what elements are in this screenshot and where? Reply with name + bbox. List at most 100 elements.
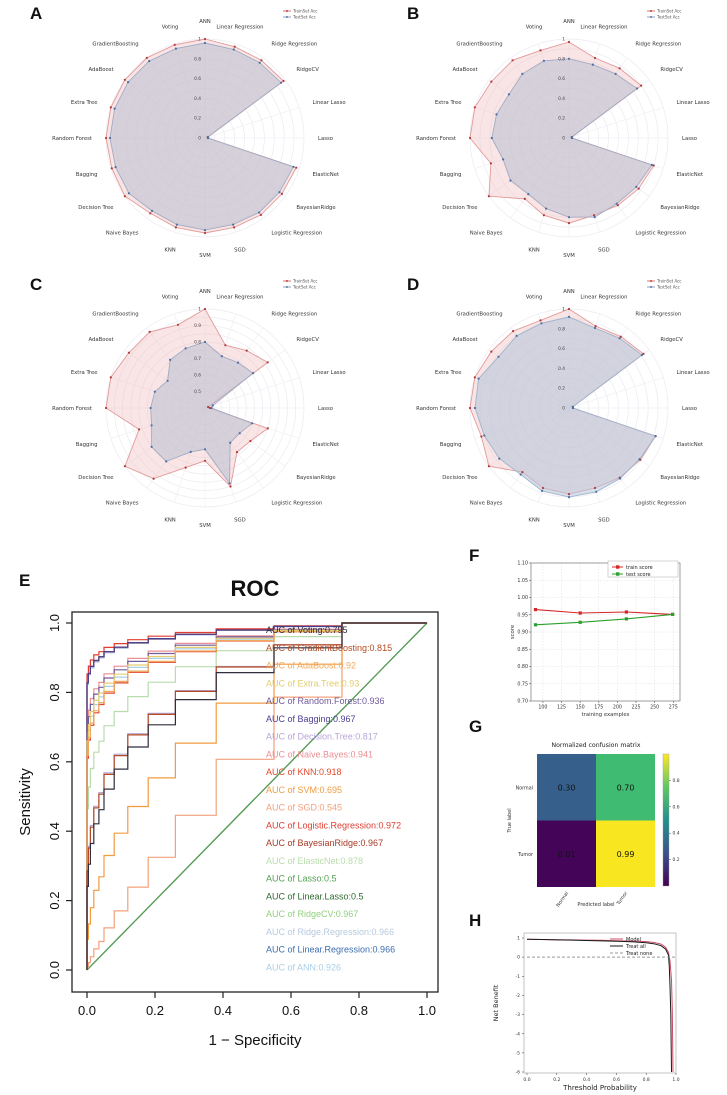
radar-tick-label: 0.4 [558, 96, 565, 102]
radar-point [127, 351, 130, 354]
g-colorbar [662, 753, 670, 887]
roc-curve [86, 622, 427, 970]
auc-label: AUC of Linear.Lasso:0.5 [266, 891, 364, 901]
f-x-tick: 250 [650, 705, 659, 711]
radar-axis-label: ElasticNet [312, 172, 339, 178]
radar-axis-label: SGD [234, 517, 246, 523]
radar-axis-label: ElasticNet [312, 442, 339, 448]
f-x-tick: 150 [576, 705, 585, 711]
radar-point [640, 353, 643, 357]
radar-point [251, 422, 254, 425]
radar-point [512, 330, 515, 333]
radar-point [539, 319, 542, 322]
h-legend-label: Treat all [625, 944, 646, 950]
radar-axis-label: GradientBoosting [456, 41, 502, 47]
f-marker [533, 608, 538, 612]
g-y-label: True label [507, 808, 513, 833]
g-cell-value: 0.99 [617, 850, 635, 859]
panel-d-radar-train-test-accuracy: 0 0.2 0.4 0.6 0.8 1 ANN Linear Regression Ridge … [416, 279, 709, 530]
h-x-label: Threshold Probability [562, 1084, 637, 1092]
radar-point [266, 361, 269, 364]
radar-axis-label: SVM [199, 523, 211, 529]
radar-point [166, 379, 169, 382]
radar-point [490, 136, 493, 140]
panel-label-h: H [469, 911, 482, 930]
panel-label-c: C [30, 275, 43, 294]
legend-label: TrainSet Acc [292, 279, 318, 284]
radar-point [203, 307, 207, 311]
auc-label: AUC of SGD:0.545 [266, 803, 342, 813]
radar-tick-label: 0.2 [558, 116, 565, 122]
roc-x-tick: 0.8 [350, 1003, 368, 1018]
legend-label: TrainSet Acc [656, 279, 682, 284]
h-x-tick: 0.2 [553, 1077, 560, 1083]
g-row-label: Normal [516, 785, 533, 791]
radar-tick-label: 0.6 [558, 346, 565, 352]
roc-curve [86, 622, 427, 970]
radar-point [619, 335, 622, 338]
radar-tick-label: 0.8 [558, 56, 565, 62]
roc-y-tick: 0.2 [47, 892, 62, 910]
radar-point [498, 457, 501, 460]
h-y-tick: 0 [517, 955, 520, 961]
auc-label: AUC of KNN:0.918 [266, 767, 342, 777]
radar-point [109, 376, 112, 379]
radar-point [635, 185, 638, 188]
radar-point [542, 214, 545, 217]
radar-axis-label: Extra Tree [71, 100, 98, 106]
radar-tick-label: 1 [562, 307, 565, 313]
radar-point [571, 406, 575, 410]
radar-point [567, 40, 571, 44]
radar-point [252, 372, 255, 375]
legend-dot [286, 280, 288, 282]
radar-axis-label: BayesianRidge [660, 205, 699, 211]
h-x-tick: 0.4 [583, 1077, 590, 1083]
radar-point [173, 43, 176, 46]
radar-axis-label: RidgeCV [660, 337, 683, 343]
g-colorbar-tick: 0.8 [673, 778, 680, 784]
radar-axis-label: Linear Lasso [312, 100, 345, 106]
radar-axis-label: KNN [164, 517, 175, 523]
radar-axis-label: SGD [234, 247, 246, 253]
roc-curve [86, 622, 427, 970]
auc-label: AUC of Decision.Tree:0.817 [266, 732, 378, 742]
auc-label: AUC of Naive.Bayes:0.941 [266, 749, 373, 759]
radar-tick-label: 0.4 [558, 366, 565, 372]
radar-point [228, 482, 231, 485]
radar-tick-label: 0 [562, 136, 565, 142]
radar-point [280, 81, 283, 84]
radar-point [593, 326, 597, 330]
radar-point [259, 213, 262, 216]
radar-point [123, 465, 126, 468]
roc-y-tick: 0.6 [47, 753, 62, 771]
radar-point [292, 165, 295, 168]
g-x-label: Predicted label [577, 902, 614, 908]
h-x-tick: 1.0 [672, 1077, 679, 1083]
radar-axis-label: Ridge Regression [635, 41, 681, 47]
radar-axis-label: KNN [164, 247, 175, 253]
radar-point [468, 406, 472, 410]
f-legend-box [607, 560, 679, 578]
radar-axis-label: Lasso [682, 136, 697, 142]
auc-label: AUC of Ridge.Regression:0.966 [266, 927, 394, 937]
radar-point [113, 107, 116, 110]
rect-shape [616, 572, 620, 576]
radar-tick-label: 0.9 [194, 323, 201, 329]
panel-g-confusion-matrix: Normalized confusion matrix 0.30 0.70 0.01 0… [507, 742, 680, 908]
radar-axis-label: Bagging [440, 442, 462, 448]
radar-point [153, 390, 156, 393]
radar-point [490, 350, 493, 353]
roc-curve [86, 622, 427, 970]
radar-point [642, 352, 645, 355]
roc-y-tick: 1.0 [47, 614, 62, 632]
radar-point [567, 315, 571, 318]
legend-label: TestSet Acc [292, 15, 316, 20]
radar-axis-label: ANN [563, 19, 575, 25]
radar-axis-label: BayesianRidge [660, 475, 699, 481]
f-y-tick: 0.70 [517, 699, 528, 705]
radar-axis-label: Ridge Regression [271, 41, 317, 47]
g-cell [537, 754, 596, 821]
h-y-tick: -4 [516, 1031, 521, 1037]
radar-point [210, 406, 213, 410]
radar-axis-label: Naive Bayes [470, 501, 503, 507]
